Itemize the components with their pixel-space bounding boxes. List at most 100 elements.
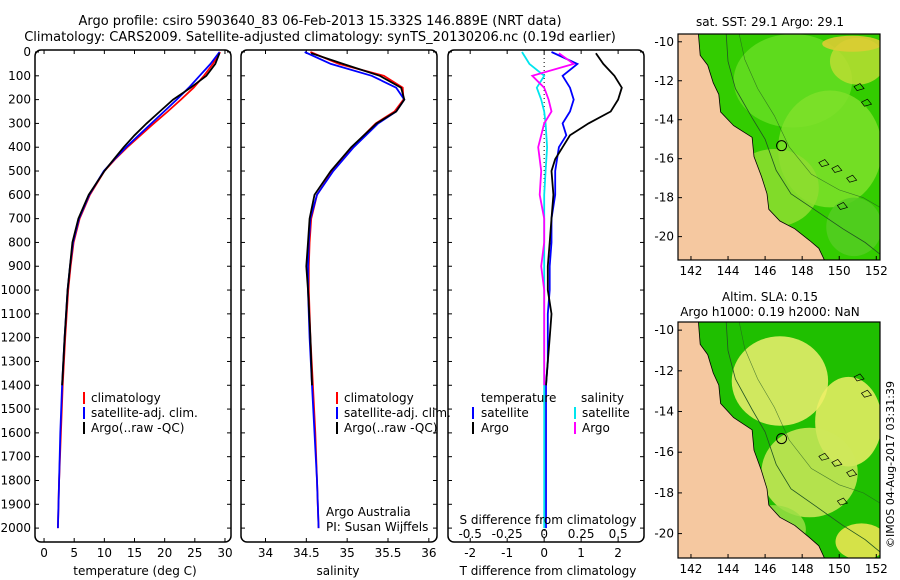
- reef-outline: [836, 497, 848, 506]
- y-tick-label: 0: [23, 45, 31, 59]
- legend-label-climatology: climatology: [91, 391, 161, 405]
- salinity-axes-frame: [240, 49, 438, 543]
- legend-label-sal-satellite: satellite: [582, 406, 630, 420]
- series-line: [530, 52, 576, 386]
- legend-label-satellite: satellite-adj. clim.: [91, 406, 198, 420]
- x-tick-label-salinity: 0.5: [609, 527, 628, 541]
- x-tick-label: 36: [421, 546, 436, 560]
- profile-location-marker: [776, 140, 788, 152]
- map-frame: [677, 321, 881, 559]
- map-x-tick-label: 148: [791, 562, 814, 576]
- x-tick-label: 34.5: [293, 546, 320, 560]
- field-blob: [761, 427, 858, 518]
- x-tick-label: 35: [340, 546, 355, 560]
- reef-outline: [853, 373, 865, 382]
- map-y-tick-label: -14: [654, 405, 674, 419]
- map-frame: [677, 33, 881, 261]
- y-tick-label: 1000: [0, 283, 31, 297]
- map-sla-title-line2: Argo h1000: 0.19 h2000: NaN: [680, 305, 860, 319]
- x-tick-label: 15: [127, 546, 142, 560]
- land: [678, 322, 825, 558]
- y-tick-label: 1200: [0, 331, 31, 345]
- map-x-tick-label: 142: [680, 264, 703, 278]
- map-sla-title-line1: Altim. SLA: 0.15: [722, 290, 818, 304]
- legend-label-temp-satellite: satellite: [481, 406, 529, 420]
- map-x-tick-label: 144: [717, 264, 740, 278]
- x-tick-label: 30: [217, 546, 232, 560]
- map-x-tick-label: 148: [791, 264, 814, 278]
- depth-contour: [725, 322, 880, 553]
- map-x-tick-label: 146: [754, 562, 777, 576]
- map-x-tick-label: 142: [680, 562, 703, 576]
- y-tick-label: 600: [8, 188, 31, 202]
- y-tick-label: 200: [8, 93, 31, 107]
- credit-text: Argo Australia: [326, 505, 411, 519]
- x-tick-label: 0: [40, 546, 48, 560]
- map-y-tick-label: -10: [654, 323, 674, 337]
- difference-axes-frame: [447, 49, 645, 543]
- map-y-tick-label: -20: [654, 230, 674, 244]
- x-tick-label: 2: [614, 546, 622, 560]
- x-tick-label: 20: [157, 546, 172, 560]
- x-tick-label-salinity: -0.5: [458, 527, 481, 541]
- reef-outline: [846, 174, 858, 183]
- salinity-xlabel: salinity: [316, 564, 359, 578]
- map-y-tick-label: -20: [654, 527, 674, 541]
- series-line: [61, 52, 221, 386]
- legend-title-salinity: salinity: [581, 391, 624, 405]
- map-sst-title: sat. SST: 29.1 Argo: 29.1: [696, 15, 844, 29]
- y-tick-label: 700: [8, 212, 31, 226]
- map-y-tick-label: -14: [654, 113, 674, 127]
- reef-outline: [831, 164, 843, 173]
- x-tick-label: 5: [70, 546, 78, 560]
- profile-panel-temperature: 0100200300400500600700800900100011001200…: [0, 45, 232, 560]
- legend-label-satellite: satellite-adj. clim.: [344, 406, 451, 420]
- legend-title-temperature: temperature: [481, 391, 556, 405]
- map-panel-sst: 142 144 146 148 150 152 -10 -12 -14 -16 -18 -20: [654, 33, 888, 278]
- map-content: [678, 34, 880, 260]
- reef-outline: [831, 458, 843, 467]
- x-tick-label: -1: [501, 546, 513, 560]
- profile-location-marker: [776, 433, 788, 445]
- map-y-tick-label: -12: [654, 364, 674, 378]
- temperature-legend: climatology satellite-adj. clim. Argo(..…: [83, 391, 198, 435]
- salinity-legend: climatology satellite-adj. clim. Argo(..…: [326, 391, 451, 534]
- y-tick-label: 1600: [0, 426, 31, 440]
- imos-stamp: ©IMOS 04-Aug-2017 03:31:39: [884, 381, 897, 548]
- field-blob: [822, 35, 880, 52]
- x-tick-label: -2: [464, 546, 476, 560]
- temperature-axes-frame: [34, 49, 232, 543]
- reef-outline: [860, 98, 873, 107]
- legend-label-argo: Argo(..raw -QC): [344, 421, 437, 435]
- map-x-tick-label: 152: [865, 562, 888, 576]
- x-tick-label: 35.5: [375, 546, 402, 560]
- y-tick-label: 500: [8, 164, 31, 178]
- y-tick-label: 2000: [0, 521, 31, 535]
- y-tick-label: 1900: [0, 497, 31, 511]
- map-y-tick-label: -12: [654, 74, 674, 88]
- y-tick-label: 1800: [0, 473, 31, 487]
- x-tick-label: 34: [258, 546, 273, 560]
- x-tick-label: 25: [187, 546, 202, 560]
- series-line: [545, 52, 623, 386]
- s-difference-label: S difference from climatology: [460, 513, 637, 527]
- y-tick-label: 300: [8, 116, 31, 130]
- map-content: [678, 322, 880, 558]
- x-tick-label: 0: [540, 546, 548, 560]
- figure-title-line2: Climatology: CARS2009. Satellite-adjuste…: [24, 30, 616, 45]
- depth-contour: [738, 34, 880, 208]
- land: [678, 34, 825, 260]
- field-blob: [731, 336, 829, 426]
- legend-label-temp-argo: Argo: [481, 421, 509, 435]
- x-tick-label: 10: [97, 546, 112, 560]
- depth-contour: [725, 34, 880, 255]
- y-tick-label: 400: [8, 140, 31, 154]
- reef-outline: [853, 83, 865, 92]
- x-tick-label-salinity: -0.25: [492, 527, 523, 541]
- x-tick-label: 1: [577, 546, 585, 560]
- y-tick-label: 1500: [0, 402, 31, 416]
- map-y-tick-label: -18: [654, 191, 674, 205]
- y-tick-label: 1700: [0, 450, 31, 464]
